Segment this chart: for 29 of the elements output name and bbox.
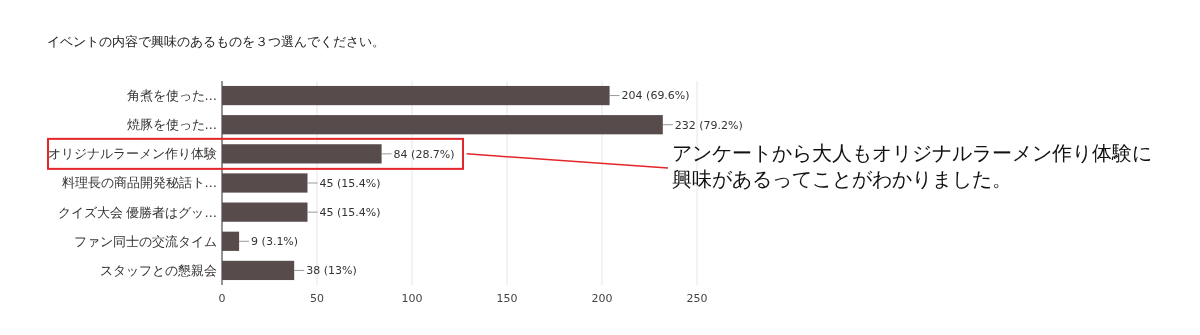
annotation: アンケートから大人もオリジナルラーメン作り体験に興味があるってことがわかりました。 (672, 141, 1152, 191)
y-tick-label: 料理長の商品開発秘話ト… (61, 175, 217, 191)
bar (222, 85, 610, 106)
x-tick-label: 100 (401, 292, 423, 305)
data-label: 45 (15.4%) (319, 205, 381, 219)
bar (222, 202, 308, 222)
y-tick-label: ファン同士の交流タイム (74, 233, 217, 249)
chart-title: イベントの内容で興味のあるものを３つ選んでください。 (47, 34, 385, 49)
bar (222, 260, 295, 281)
bar (222, 144, 382, 164)
data-label: 38 (13%) (306, 264, 357, 278)
bar (222, 115, 663, 135)
y-tick-label: スタッフとの懇親会 (100, 262, 217, 278)
x-tick-label: 250 (686, 292, 708, 305)
data-label: 232 (79.2%) (674, 118, 743, 132)
y-tick-label: 焼豚を使った… (126, 117, 217, 133)
data-label: 204 (69.6%) (621, 89, 690, 103)
y-tick-label: クイズ大会 優勝者はグッ… (57, 204, 217, 220)
data-label: 9 (3.1%) (251, 235, 299, 249)
bar (222, 173, 308, 193)
x-tick-label: 0 (218, 292, 226, 305)
bar (222, 231, 240, 251)
x-tick-label: 50 (310, 292, 324, 305)
x-tick-label: 200 (591, 292, 613, 305)
y-tick-label: オリジナルラーメン作り体験 (48, 146, 217, 162)
data-label: 84 (28.7%) (393, 147, 455, 161)
x-tick-label: 150 (496, 292, 518, 305)
data-label: 45 (15.4%) (319, 176, 381, 190)
y-tick-label: 角煮を使った… (126, 87, 217, 103)
